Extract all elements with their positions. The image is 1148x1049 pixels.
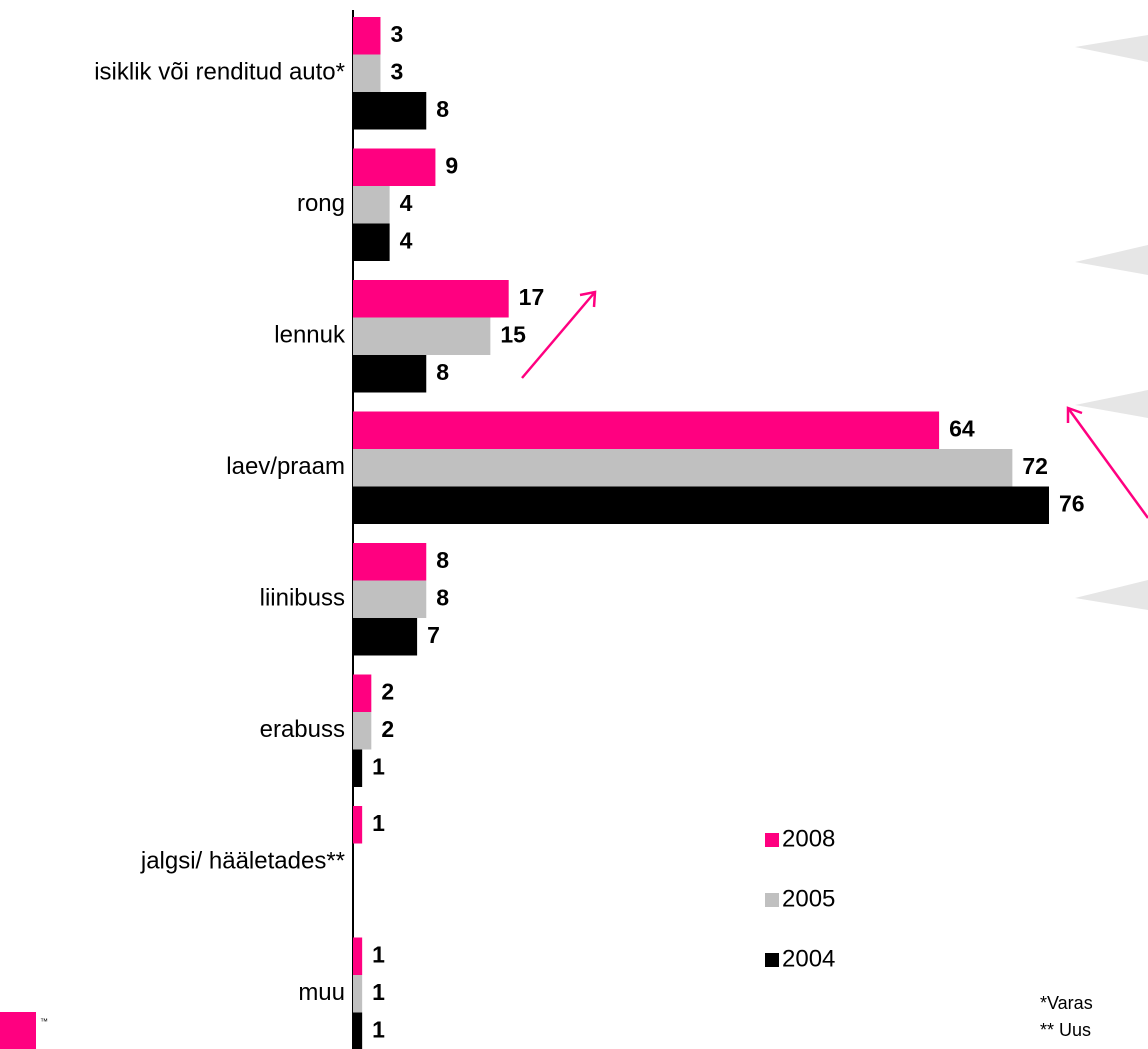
legend-swatch: [765, 953, 779, 967]
arrow: [1066, 406, 1148, 519]
value-label: 1: [372, 1016, 385, 1042]
bar: [353, 1012, 363, 1049]
value-label: 8: [436, 584, 449, 610]
bar: [353, 674, 372, 712]
value-label: 1: [372, 753, 385, 779]
value-label: 17: [519, 284, 545, 310]
category-label: rong: [297, 190, 345, 217]
bar: [353, 17, 381, 55]
arrow: [521, 290, 597, 379]
category-label: isiklik või renditud auto*: [94, 59, 345, 86]
value-label: 8: [436, 96, 449, 122]
bar: [353, 618, 418, 656]
value-label: 3: [390, 58, 403, 84]
decor-shape: [1075, 245, 1148, 275]
category-label: liinibuss: [260, 585, 345, 612]
logo: [0, 1012, 36, 1049]
bar: [353, 92, 427, 130]
bar: [353, 975, 363, 1013]
value-label: 2: [381, 678, 394, 704]
bar: [353, 148, 436, 186]
footnote: ** Uus: [1040, 1020, 1091, 1040]
value-label: 8: [436, 547, 449, 573]
bar: [353, 186, 390, 224]
category-label: laev/praam: [226, 453, 345, 480]
category-label: erabuss: [260, 716, 345, 743]
bar: [353, 355, 427, 393]
logo-mark: ™: [40, 1017, 48, 1026]
category-label: jalgsi/ hääletades**: [140, 848, 345, 875]
value-label: 1: [372, 941, 385, 967]
category-label: muu: [298, 979, 345, 1006]
decor-shape: [1075, 35, 1148, 62]
bar: [353, 937, 363, 975]
bar: [353, 806, 363, 844]
bar: [353, 317, 491, 355]
legend-label: 2008: [782, 825, 835, 852]
value-label: 15: [500, 321, 526, 347]
footnote: *Varas: [1040, 993, 1093, 1013]
value-label: 76: [1059, 490, 1085, 516]
legend-swatch: [765, 833, 779, 847]
value-label: 1: [372, 810, 385, 836]
value-label: 2: [381, 716, 394, 742]
value-label: 1: [372, 979, 385, 1005]
bar: [353, 749, 363, 787]
legend-label: 2005: [782, 885, 835, 912]
bar: [353, 223, 390, 261]
value-label: 8: [436, 359, 449, 385]
bar: [353, 580, 427, 618]
bar: [353, 449, 1013, 487]
value-label: 3: [390, 21, 403, 47]
bar: [353, 280, 509, 318]
value-label: 7: [427, 622, 440, 648]
bar: [353, 54, 381, 92]
category-label: lennuk: [274, 322, 346, 349]
bar: [353, 712, 372, 750]
bar: [353, 486, 1049, 524]
decor-shape: [1075, 390, 1148, 418]
value-label: 4: [400, 227, 413, 253]
value-label: 9: [445, 152, 458, 178]
value-label: 64: [949, 415, 975, 441]
value-label: 72: [1022, 453, 1048, 479]
bar: [353, 411, 940, 449]
legend-swatch: [765, 893, 779, 907]
bar: [353, 543, 427, 581]
decor-shape: [1075, 580, 1148, 610]
value-label: 4: [400, 190, 413, 216]
legend-label: 2004: [782, 945, 835, 972]
